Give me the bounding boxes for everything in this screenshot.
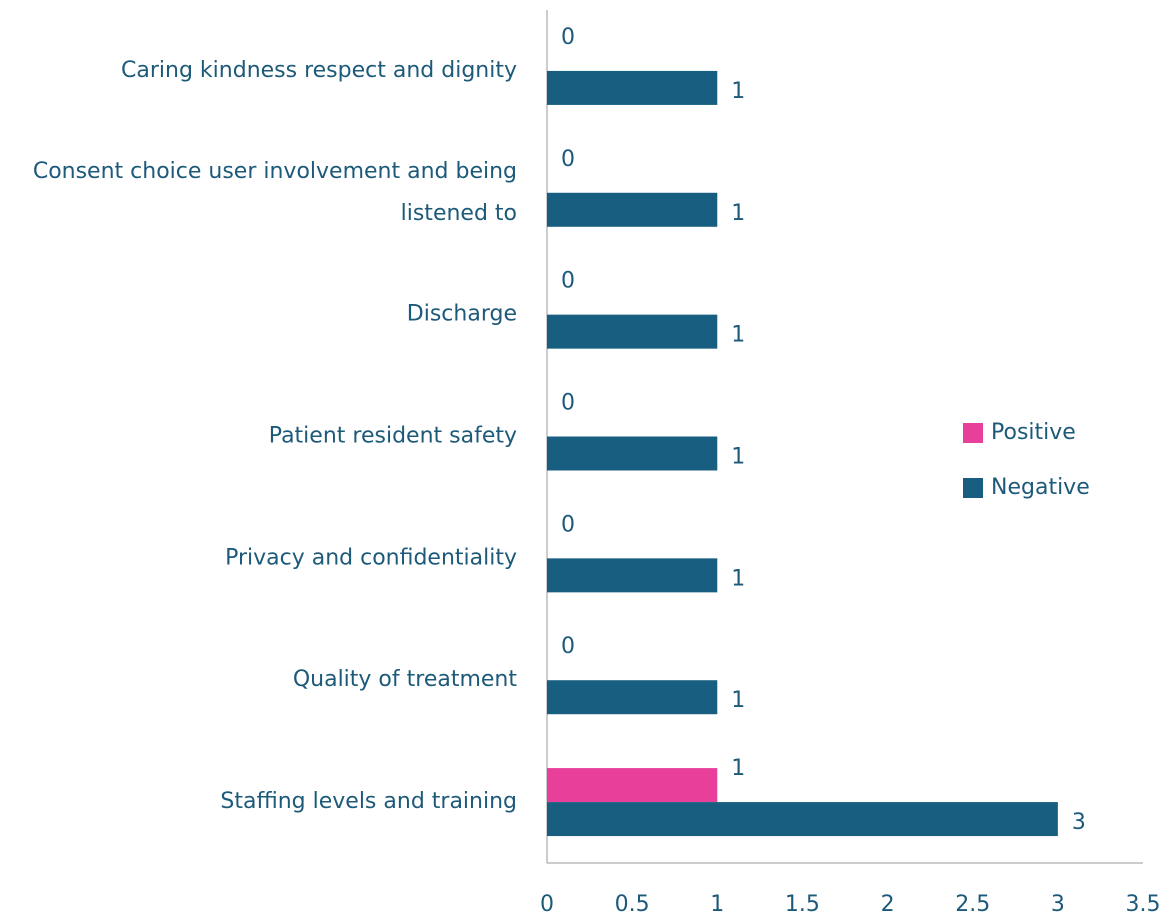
y-tick-label: Patient resident safety	[269, 424, 517, 449]
bar	[547, 680, 718, 715]
data-label: 0	[561, 269, 575, 294]
y-tick-label: Privacy and confidentiality	[225, 545, 517, 570]
bar	[547, 314, 718, 349]
legend-label: Positive	[991, 420, 1076, 445]
data-label: 1	[731, 756, 745, 781]
data-label: 0	[561, 391, 575, 416]
legend-swatch	[963, 423, 983, 443]
data-label: 1	[731, 79, 745, 104]
y-tick-label: Staffing levels and training	[220, 789, 517, 814]
data-label: 1	[731, 688, 745, 713]
y-tick-label: Consent choice user involvement and bein…	[33, 159, 517, 226]
data-label: 1	[731, 566, 745, 591]
legend-label: Negative	[991, 475, 1090, 500]
x-tick-label: 0	[540, 892, 554, 917]
x-tick-label: 1	[710, 892, 724, 917]
data-label: 0	[561, 147, 575, 172]
y-tick-label: Caring kindness respect and dignity	[121, 58, 517, 83]
bar	[547, 802, 1058, 837]
x-tick-label: 3.5	[1126, 892, 1161, 917]
x-tick-label: 2.5	[955, 892, 990, 917]
data-label: 0	[561, 634, 575, 659]
data-label: 3	[1072, 810, 1086, 835]
data-label: 1	[731, 201, 745, 226]
x-tick-label: 1.5	[785, 892, 820, 917]
data-label: 1	[731, 445, 745, 470]
x-tick-label: 0.5	[615, 892, 650, 917]
data-label: 0	[561, 512, 575, 537]
y-tick-label: Quality of treatment	[293, 667, 518, 692]
bar	[547, 558, 718, 593]
bar	[547, 192, 718, 227]
data-label: 0	[561, 25, 575, 50]
legend-swatch	[963, 478, 983, 498]
data-label: 1	[731, 323, 745, 348]
x-tick-label: 3	[1051, 892, 1065, 917]
bar	[547, 70, 718, 105]
y-tick-label: Discharge	[407, 302, 517, 327]
bar	[547, 768, 718, 803]
bar	[547, 436, 718, 471]
x-tick-label: 2	[881, 892, 895, 917]
